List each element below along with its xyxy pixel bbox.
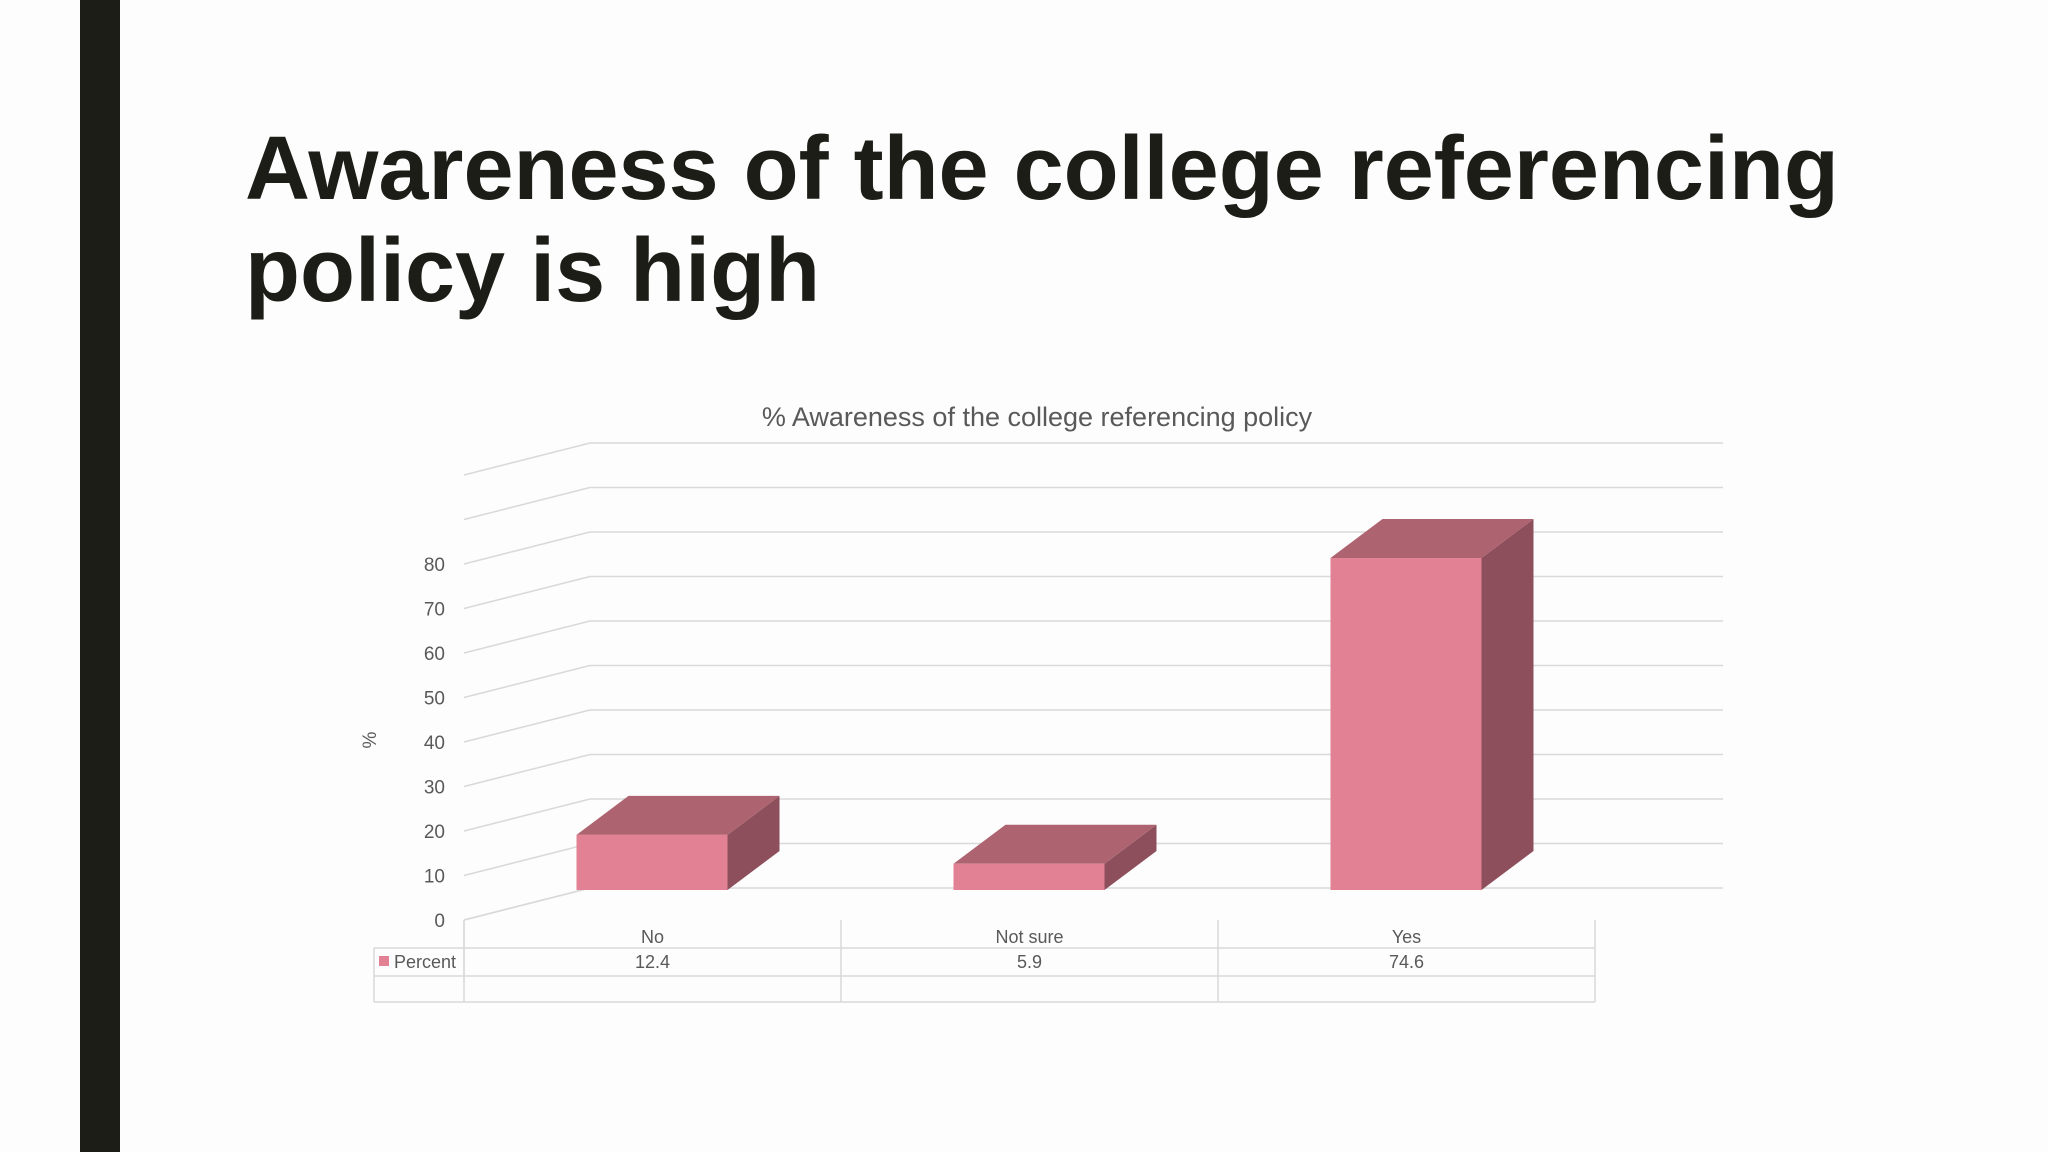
bar-side-face [1481,519,1534,890]
data-table: No 12.4 Not sure 5.9 Yes 74.6 Percent [373,920,1596,1003]
bar-top-face [576,795,780,835]
gridline-side [463,442,591,476]
gridline-side [463,486,591,521]
y-tick-label: 40 [424,733,445,754]
legend-swatch [379,956,389,966]
y-axis-label: % [360,731,381,748]
chart-title: % Awareness of the college referencing p… [762,402,1313,432]
chart-bars [576,519,1534,890]
y-tick-label: 20 [424,822,445,843]
bar-top-face [1330,519,1534,559]
gridline-side [463,664,591,699]
x-category-label: Not sure [995,927,1063,947]
bar-front-face [1330,558,1482,890]
slide-title: Awareness of the college referencing pol… [245,119,1839,321]
y-tick-label: 30 [424,778,445,799]
gridline-side [463,842,591,877]
gridline-side [463,709,591,743]
gridline-side [463,753,591,788]
y-tick-label: 50 [424,689,445,710]
gridline-side [463,531,591,565]
bar-front-face [576,834,728,890]
bar-front-face [953,863,1105,890]
bar-not-sure [953,824,1157,890]
gridline-side [463,620,591,654]
bar-side-face [1104,824,1157,890]
bar-top-face [953,824,1157,864]
data-label: 12.4 [635,952,670,972]
y-tick-label: 60 [424,644,445,665]
y-tick-label: 70 [424,600,445,621]
y-tick-label: 80 [424,555,445,576]
bar-no [576,795,780,890]
bar-side-face [727,795,780,890]
gridline-side [463,575,591,610]
slide-accent-bar [80,0,120,1152]
y-axis-ticks: 0 10 20 30 40 50 60 70 80 [424,555,445,932]
gridline-side [463,798,591,832]
gridline-side [463,887,591,921]
x-category-label: Yes [1392,927,1421,947]
legend-label: Percent [394,952,456,972]
bar-yes [1330,519,1534,890]
data-label: 74.6 [1389,952,1424,972]
y-tick-label: 0 [434,911,445,932]
data-label: 5.9 [1017,952,1042,972]
x-category-label: No [641,927,664,947]
y-tick-label: 10 [424,867,445,888]
chart-grid [463,442,1723,982]
